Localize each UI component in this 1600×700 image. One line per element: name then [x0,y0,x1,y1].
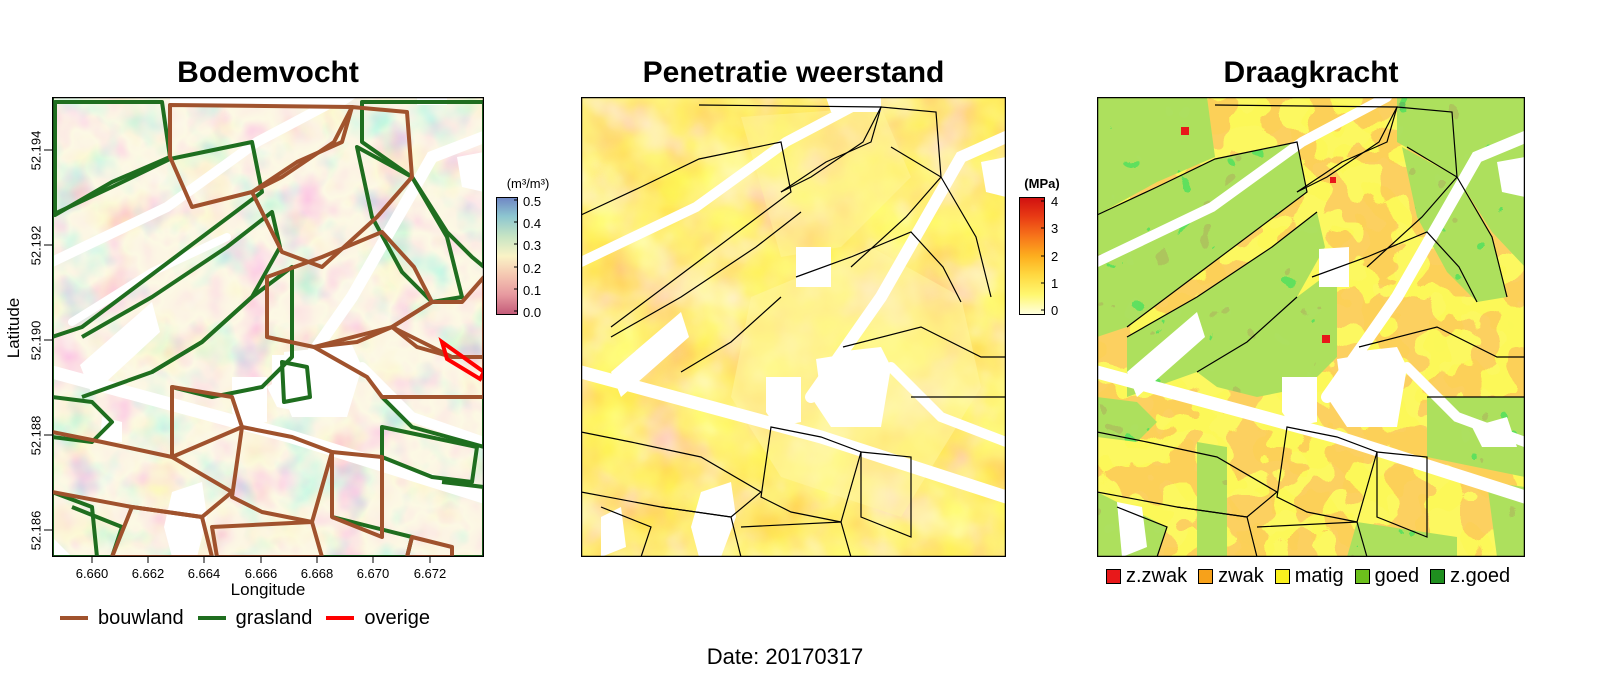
y-tick-label: 52.190 [28,320,44,361]
colorbar-label: (MPa) [1024,176,1060,191]
legend-label-overige: overige [364,606,430,629]
x-tick-label: 6.660 [75,566,109,581]
bouwland-parcels [52,103,484,557]
colorbar-tick: 0 [1051,303,1059,318]
date-label: Date: 20170317 [706,644,864,669]
grasland-swatch [197,616,226,620]
zwak-swatch [1198,568,1214,584]
legend-label-grasland: grasland [235,606,313,629]
colorbar-tick: 3 [1051,221,1059,236]
colorbar-label: (m³/m³) [506,176,550,191]
chart-title: Bodemvocht [177,56,359,89]
legend-label-zwak: zwak [1218,564,1264,587]
x-axis-label: Longitude [230,580,306,599]
colorbar-tick: 1 [1051,276,1059,291]
soil-moisture-map [52,97,484,557]
colorbar-tick: 4 [1051,194,1059,209]
x-tick-label: 6.670 [356,566,390,581]
matig-swatch [1274,568,1290,584]
legend-label-matig: matig [1294,564,1344,587]
penetration-colorbar [1019,197,1045,315]
colorbar-tick: 0.5 [523,194,542,209]
y-axis-label: Latitude [4,297,23,359]
chart-title: Draagkracht [1223,56,1399,89]
x-tick-label: 6.664 [187,566,221,581]
colorbar-tick: 0.0 [523,305,542,320]
x-tick-label: 6.672 [413,566,447,581]
bouwland-swatch [60,616,88,620]
goed-swatch [1354,568,1370,584]
overige-parcel [438,337,484,382]
plot-frame [581,97,1006,557]
legend-label-z-goed: z.goed [1450,564,1511,587]
z-zwak-swatch [1106,568,1121,584]
y-tick-label: 52.192 [28,225,44,266]
very-weak-spots [1181,127,1336,343]
colorbar-tick: 0.1 [523,283,542,298]
land-use-legend: bouwland grasland overige [60,606,430,630]
x-axis-ticks [91,556,431,563]
plot-frame [52,97,484,557]
bearing-class-legend: z.zwak zwak matig goed z.goed [1106,564,1510,588]
x-tick-label: 6.668 [300,566,334,581]
parcel-borders [1097,104,1525,557]
colorbar-tick: 0.2 [523,261,542,276]
moisture-colorbar [496,197,518,315]
colorbar-tick: 0.4 [523,216,542,231]
plot-frame [1097,97,1525,557]
legend-label-z-zwak: z.zwak [1126,564,1188,587]
y-tick-label: 52.188 [28,415,44,456]
y-tick-label: 52.186 [28,510,44,551]
chart-title: Penetratie weerstand [642,56,945,89]
parcel-borders [581,104,1006,557]
bearing-capacity-map [1097,97,1525,557]
x-tick-label: 6.662 [131,566,165,581]
penetration-resistance-map [581,97,1006,557]
y-axis-ticks [44,149,52,531]
z-goed-swatch [1430,568,1446,584]
legend-label-bouwland: bouwland [98,606,184,629]
y-tick-label: 52.194 [28,130,44,171]
colorbar-tick: 2 [1051,249,1059,264]
legend-label-goed: goed [1374,564,1420,587]
x-tick-label: 6.666 [244,566,278,581]
colorbar-tick: 0.3 [523,238,542,253]
overige-swatch [326,616,355,620]
